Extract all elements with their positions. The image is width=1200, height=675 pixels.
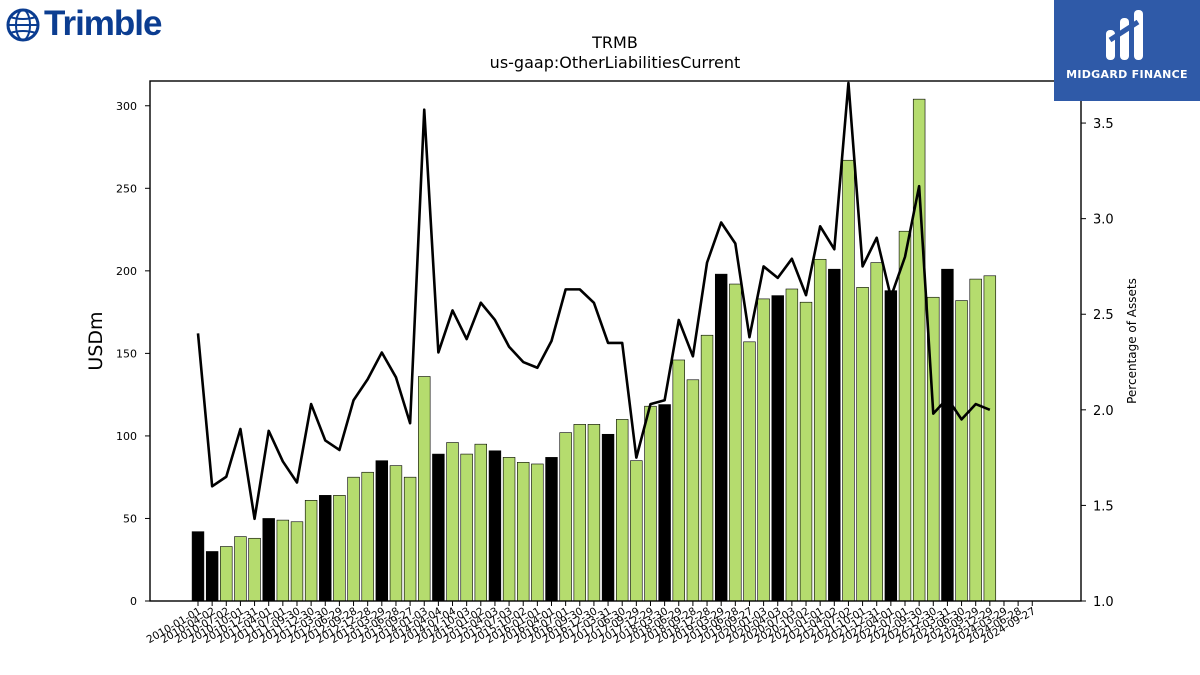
midgard-wordmark: MIDGARD FINANCE <box>1066 68 1188 81</box>
y2-tick-label: 1.5 <box>1093 499 1114 514</box>
trimble-wordmark: Trimble <box>44 4 162 43</box>
plot-frame <box>149 80 1082 602</box>
bar <box>630 460 643 602</box>
globe-icon <box>6 8 40 42</box>
bar <box>446 442 459 602</box>
bar <box>234 536 247 602</box>
bar <box>615 419 629 602</box>
bar <box>672 359 685 602</box>
bar <box>757 298 770 602</box>
bar <box>248 537 261 602</box>
y2-tick-label: 3.5 <box>1093 117 1114 132</box>
y2-tick-label: 2.5 <box>1093 308 1114 323</box>
y-tick-label: 200 <box>116 265 137 278</box>
bar <box>403 476 417 602</box>
bar <box>771 295 784 602</box>
bar <box>644 405 657 602</box>
bar <box>714 273 728 602</box>
bar <box>276 519 290 602</box>
bar <box>333 495 346 602</box>
bar <box>587 424 601 602</box>
bar <box>842 159 855 602</box>
line-path <box>196 81 991 521</box>
midgard-mark-icon <box>1106 10 1143 60</box>
bar <box>545 457 558 602</box>
bar <box>700 334 714 602</box>
bar-series <box>191 98 997 602</box>
y2-tick-label: 2.0 <box>1093 404 1114 419</box>
bar <box>347 476 360 602</box>
y-tick-label: 150 <box>116 347 137 360</box>
y2-tick-label: 3.0 <box>1093 213 1114 228</box>
bar <box>432 453 445 602</box>
bar <box>262 518 275 602</box>
bar <box>870 262 883 602</box>
axes: 0501001502002503001.01.52.02.53.03.52010… <box>116 80 1114 646</box>
chart-title: TRMB <box>591 33 638 52</box>
bar <box>531 463 544 602</box>
bar <box>743 341 756 602</box>
bar <box>941 268 954 602</box>
bar <box>502 457 516 602</box>
bar <box>418 376 431 602</box>
bar <box>884 290 898 602</box>
bar <box>729 283 742 602</box>
bar <box>559 432 572 602</box>
bar <box>828 268 841 602</box>
bar <box>912 98 926 602</box>
bar <box>983 275 997 602</box>
y-tick-label: 100 <box>116 430 137 443</box>
bar <box>686 379 700 602</box>
bar <box>969 278 982 602</box>
y-tick-label: 300 <box>116 100 137 113</box>
bar <box>488 450 502 602</box>
bar <box>220 546 233 602</box>
bar <box>304 499 318 602</box>
y-axis-label: USDm <box>85 311 107 370</box>
y-tick-label: 250 <box>116 182 137 195</box>
bar <box>573 424 586 602</box>
bar <box>205 551 219 602</box>
bar <box>898 230 912 602</box>
bar <box>319 495 332 602</box>
bar <box>601 433 615 602</box>
bar <box>474 443 487 602</box>
bar <box>290 521 304 602</box>
bar <box>389 465 403 602</box>
bar <box>955 300 968 602</box>
line-series <box>196 81 991 521</box>
bar <box>460 453 473 602</box>
bar <box>361 471 374 602</box>
chart-subtitle: us-gaap:OtherLiabilitiesCurrent <box>490 53 741 72</box>
bar <box>375 460 389 602</box>
midgard-logo: MIDGARD FINANCE <box>1054 0 1200 101</box>
y-tick-label: 50 <box>123 512 137 525</box>
y2-tick-label: 1.0 <box>1093 595 1114 610</box>
bar <box>813 258 827 602</box>
bar <box>785 288 799 602</box>
bar <box>856 287 869 602</box>
bar <box>658 404 671 602</box>
bar <box>191 531 205 602</box>
bar <box>517 462 530 602</box>
y2-axis-label: Percentage of Assets <box>1125 278 1139 404</box>
bar <box>799 301 813 602</box>
y-tick-label: 0 <box>130 595 137 608</box>
